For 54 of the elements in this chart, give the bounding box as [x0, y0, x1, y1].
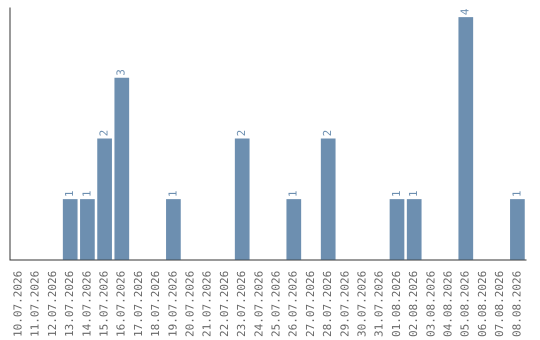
x-tick-label: 17.07.2026 — [132, 270, 145, 338]
data-label: 3 — [114, 69, 128, 76]
x-tick-label: 29.07.2026 — [338, 270, 352, 338]
bar — [406, 199, 422, 260]
bar — [62, 199, 78, 260]
data-label: 1 — [407, 190, 420, 198]
x-tick-label: 13.07.2026 — [63, 270, 76, 338]
x-tick-label: 04.08.2026 — [441, 270, 454, 338]
x-tick-label: 06.08.2026 — [476, 270, 489, 338]
data-label: 1 — [390, 190, 403, 198]
x-tick-label: 03.08.2026 — [424, 270, 438, 338]
data-label: 2 — [321, 130, 334, 136]
bar — [510, 199, 525, 260]
data-label: 1 — [80, 190, 94, 198]
data-label: 4 — [458, 8, 472, 16]
data-label: 1 — [510, 190, 524, 198]
x-tick-label: 28.07.2026 — [321, 270, 334, 338]
x-tick-label: 08.08.2026 — [510, 270, 524, 338]
bar — [320, 138, 336, 260]
x-tick-label: 11.07.2026 — [28, 270, 42, 338]
bar — [114, 78, 130, 260]
x-tick-label: 19.07.2026 — [166, 270, 180, 338]
x-tick-label: 26.07.2026 — [286, 270, 300, 338]
bar — [97, 138, 112, 260]
x-tick-label: 14.07.2026 — [80, 270, 94, 338]
data-label: 1 — [166, 190, 180, 198]
x-tick-label: 10.07.2026 — [11, 270, 24, 338]
bar — [80, 199, 95, 260]
x-tick-label: 20.07.2026 — [183, 270, 196, 338]
x-tick-label: 15.07.2026 — [97, 270, 110, 338]
bar — [166, 199, 181, 260]
x-tick-label: 16.07.2026 — [114, 270, 128, 338]
x-tick-label: 24.07.2026 — [252, 270, 266, 338]
x-tick-label: 05.08.2026 — [458, 270, 472, 338]
bar — [458, 17, 474, 260]
x-tick-label: 25.07.2026 — [269, 270, 282, 338]
x-tick-label: 01.08.2026 — [390, 270, 403, 338]
x-tick-label: 23.07.2026 — [235, 270, 248, 338]
x-tick-label: 12.07.2026 — [46, 270, 59, 338]
x-tick-label: 31.07.2026 — [372, 270, 386, 338]
x-tick-label: 18.07.2026 — [149, 270, 162, 338]
bar — [286, 199, 302, 260]
x-tick-label: 02.08.2026 — [407, 270, 420, 338]
x-tick-label: 27.07.2026 — [304, 270, 317, 338]
x-tick-label: 22.07.2026 — [218, 270, 231, 338]
bar — [390, 199, 404, 260]
x-tick-label: 07.08.2026 — [493, 270, 506, 338]
data-label: 1 — [63, 190, 76, 198]
x-tick-label: 30.07.2026 — [355, 270, 368, 338]
bar — [234, 138, 250, 260]
data-label: 2 — [97, 130, 110, 136]
data-label: 2 — [235, 130, 248, 136]
data-label: 1 — [286, 190, 300, 198]
x-tick-label: 21.07.2026 — [200, 270, 214, 338]
